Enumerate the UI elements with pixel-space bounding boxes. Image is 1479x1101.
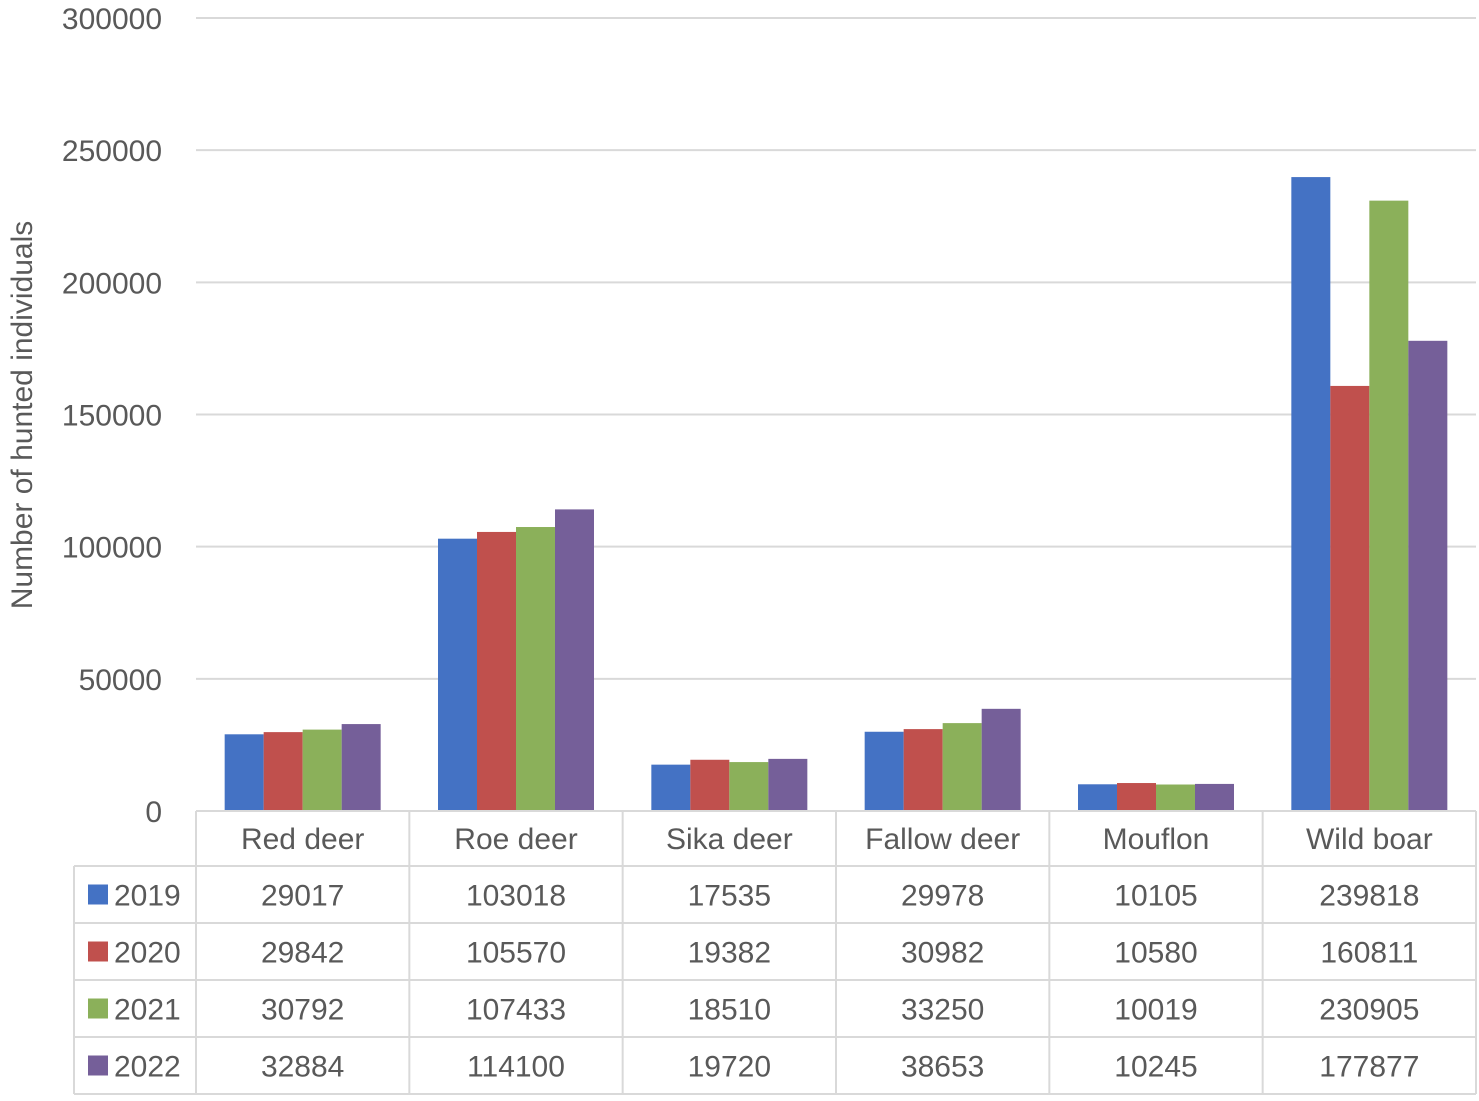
y-tick-label: 50000 xyxy=(79,664,162,697)
bar xyxy=(651,764,691,811)
y-tick-label: 150000 xyxy=(62,400,162,433)
data-label: 114100 xyxy=(467,1051,565,1084)
bar xyxy=(341,724,381,811)
y-tick-label: 0 xyxy=(145,796,162,829)
legend-label: 2020 xyxy=(114,937,181,970)
bar xyxy=(1156,784,1195,811)
y-tick-label: 250000 xyxy=(62,135,162,168)
x-tick-label: Sika deer xyxy=(666,823,793,856)
data-label: 10105 xyxy=(1114,880,1197,913)
bar xyxy=(690,759,730,811)
bar xyxy=(981,708,1021,811)
data-label: 30792 xyxy=(261,994,344,1027)
data-label: 19382 xyxy=(688,937,771,970)
data-table: Red deer Roe deer Sika deer Fallow deer Mouf… xyxy=(73,810,1477,1095)
data-label: 38653 xyxy=(901,1051,984,1084)
data-label: 10019 xyxy=(1114,994,1197,1027)
bar xyxy=(1117,783,1156,811)
bar xyxy=(1195,783,1234,811)
data-label: 19720 xyxy=(688,1051,771,1084)
data-label: 32884 xyxy=(261,1051,344,1084)
bar xyxy=(555,509,594,811)
x-tick-label: Wild boar xyxy=(1306,823,1433,856)
bar xyxy=(477,531,516,811)
y-tick-label: 100000 xyxy=(62,532,162,565)
legend-label: 2019 xyxy=(114,880,181,913)
data-label: 107433 xyxy=(466,994,566,1027)
bar xyxy=(864,731,904,811)
bar xyxy=(942,723,982,811)
bar xyxy=(1408,340,1448,811)
data-label: 33250 xyxy=(901,994,984,1027)
data-label: 160811 xyxy=(1320,937,1418,970)
x-tick-label: Mouflon xyxy=(1103,823,1210,856)
data-label: 10245 xyxy=(1114,1051,1197,1084)
data-label: 105570 xyxy=(466,937,566,970)
bar xyxy=(903,729,943,811)
data-label: 29017 xyxy=(261,880,344,913)
bar xyxy=(1291,177,1331,812)
bar xyxy=(263,732,303,811)
x-tick-label: Roe deer xyxy=(454,823,577,856)
bar xyxy=(1369,200,1409,811)
y-tick-label: 300000 xyxy=(62,3,162,36)
x-tick-label: Fallow deer xyxy=(865,823,1020,856)
bar xyxy=(438,538,477,811)
y-axis-label: Number of hunted individuals xyxy=(6,221,39,610)
legend-label: 2022 xyxy=(114,1051,181,1084)
bar xyxy=(516,527,555,811)
legend-swatch xyxy=(88,1055,108,1076)
legend-label: 2021 xyxy=(114,994,181,1027)
bar xyxy=(729,762,769,811)
data-label: 239818 xyxy=(1319,880,1419,913)
data-label: 10580 xyxy=(1114,937,1197,970)
data-label: 103018 xyxy=(466,880,566,913)
bars xyxy=(224,177,1448,812)
data-label: 177877 xyxy=(1319,1051,1419,1084)
y-tick-label: 200000 xyxy=(62,267,162,300)
data-label: 29978 xyxy=(901,880,984,913)
bar xyxy=(768,758,808,811)
legend-swatch xyxy=(88,884,108,905)
y-axis-ticks: 0 50000 100000 150000 200000 250000 300000 xyxy=(62,3,162,829)
data-label: 18510 xyxy=(688,994,771,1027)
data-label: 30982 xyxy=(901,937,984,970)
bar xyxy=(302,729,342,811)
bar xyxy=(1078,784,1117,811)
bar xyxy=(224,734,264,811)
legend-swatch xyxy=(88,941,108,962)
legend-swatch xyxy=(88,998,108,1019)
data-label: 29842 xyxy=(261,937,344,970)
x-tick-label: Red deer xyxy=(241,823,364,856)
data-label: 230905 xyxy=(1319,994,1419,1027)
gridlines xyxy=(196,17,1476,680)
data-label: 17535 xyxy=(688,880,771,913)
bar xyxy=(1330,385,1370,811)
